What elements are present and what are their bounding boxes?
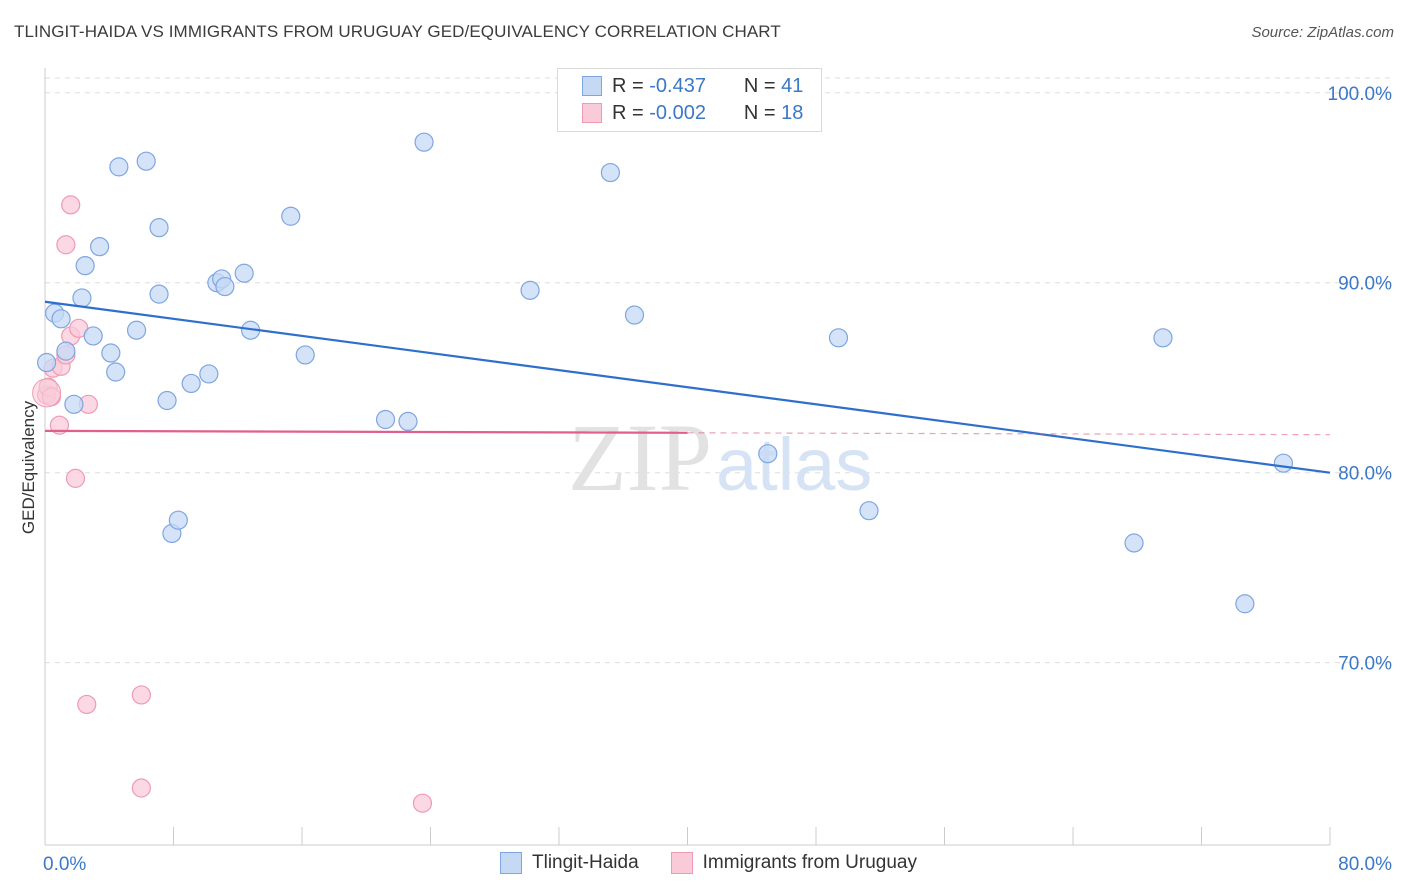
legend-n-value: 41 bbox=[781, 74, 804, 97]
tlingit-point bbox=[37, 352, 57, 373]
uruguay-point bbox=[131, 778, 151, 798]
tlingit-point bbox=[168, 510, 188, 530]
tlingit-point bbox=[234, 263, 254, 283]
series-uruguay-points bbox=[32, 83, 632, 813]
tlingit-point bbox=[1273, 453, 1294, 473]
legend-n-label: N = bbox=[743, 74, 776, 97]
tlingit-point bbox=[520, 280, 540, 300]
y-tick-label: 100.0% bbox=[1328, 84, 1393, 105]
axes bbox=[44, 68, 1331, 846]
legend-swatch-blue bbox=[582, 76, 602, 96]
legend-n-value: 18 bbox=[781, 101, 804, 124]
tlingit-point bbox=[72, 288, 92, 308]
tlingit-point bbox=[281, 206, 301, 226]
tlingit-point bbox=[56, 341, 76, 361]
uruguay-point bbox=[49, 415, 70, 435]
tlingit-point bbox=[215, 276, 235, 297]
tlingit-point bbox=[758, 444, 778, 464]
tlingit-point bbox=[181, 373, 201, 394]
source-label: Source: ZipAtlas.com bbox=[1251, 24, 1394, 41]
uruguay-point bbox=[77, 694, 97, 715]
legend-swatch-pink bbox=[670, 852, 693, 874]
tlingit-point bbox=[106, 362, 126, 382]
tlingit-point bbox=[157, 390, 177, 411]
x-tick-label: 80.0% bbox=[1338, 854, 1392, 875]
legend-label-tlingit: Tlingit-Haida bbox=[532, 852, 639, 873]
y-tick-label: 90.0% bbox=[1338, 274, 1392, 295]
y-tick-label: 80.0% bbox=[1338, 464, 1392, 485]
tlingit-point bbox=[75, 256, 95, 276]
gridlines bbox=[45, 77, 1392, 664]
chart-title: TLINGIT-HAIDA VS IMMIGRANTS FROM URUGUAY… bbox=[14, 22, 781, 41]
uruguay-point bbox=[412, 793, 433, 813]
tlingit-point bbox=[199, 364, 219, 384]
uruguay-point-large bbox=[32, 378, 62, 408]
tlingit-point bbox=[859, 501, 879, 521]
legend-row-tlingit: R = -0.437 N = 41 bbox=[582, 73, 803, 99]
uruguay-point bbox=[65, 468, 86, 488]
tlingit-point bbox=[295, 345, 315, 365]
tlingit-point bbox=[1124, 533, 1144, 553]
tlingit-trend-line bbox=[44, 300, 1331, 474]
legend-r-label: R = bbox=[612, 74, 644, 97]
correlation-legend: R = -0.437 N = 41 R = -0.002 N = 18 bbox=[557, 68, 822, 132]
tlingit-point bbox=[828, 328, 849, 348]
legend-n-label: N = bbox=[743, 101, 776, 124]
watermark: ZIP atlas bbox=[568, 404, 872, 511]
tlingit-point bbox=[136, 151, 156, 171]
tlingit-point bbox=[375, 409, 396, 430]
tlingit-point bbox=[1153, 328, 1173, 348]
tlingit-point bbox=[149, 284, 169, 304]
tlingit-point bbox=[101, 343, 121, 363]
tlingit-point bbox=[64, 394, 84, 414]
tlingit-point bbox=[109, 157, 129, 177]
y-tick-label: 70.0% bbox=[1338, 654, 1392, 675]
legend-r-value: -0.437 bbox=[649, 74, 706, 97]
tlingit-point bbox=[1235, 594, 1255, 614]
watermark-atlas: atlas bbox=[716, 423, 872, 506]
tlingit-point bbox=[149, 218, 169, 238]
uruguay-point bbox=[131, 685, 151, 705]
tlingit-point bbox=[600, 162, 621, 183]
legend-r-label: R = bbox=[612, 101, 644, 124]
uruguay-point bbox=[61, 195, 81, 215]
series-legend: Tlingit-Haida Immigrants from Uruguay bbox=[500, 852, 949, 874]
tlingit-point bbox=[624, 305, 645, 325]
tlingit-point bbox=[90, 237, 110, 257]
uruguay-point bbox=[56, 235, 76, 255]
tlingit-point bbox=[414, 132, 434, 152]
legend-swatch-blue bbox=[500, 852, 522, 874]
uruguay-trend-line-dashed bbox=[687, 432, 1331, 436]
tick-labels: 70.0% 80.0% 90.0% 100.0% 0.0% 80.0% bbox=[43, 84, 1392, 875]
legend-r-value: -0.002 bbox=[649, 101, 706, 124]
tlingit-point bbox=[126, 320, 147, 340]
tlingit-point bbox=[83, 326, 103, 346]
watermark-zip: ZIP bbox=[568, 404, 712, 511]
x-tick-label: 0.0% bbox=[43, 854, 86, 875]
legend-item-tlingit: Tlingit-Haida bbox=[500, 852, 639, 874]
tlingit-point bbox=[51, 309, 71, 329]
uruguay-trend-line bbox=[44, 429, 688, 434]
legend-label-uruguay: Immigrants from Uruguay bbox=[702, 852, 917, 873]
trend-lines bbox=[44, 300, 1331, 474]
legend-swatch-pink bbox=[582, 103, 602, 123]
y-axis-label: GED/Equivalency bbox=[19, 400, 38, 534]
series-tlingit-points bbox=[37, 132, 1294, 614]
tlingit-point bbox=[398, 411, 418, 432]
legend-row-uruguay: R = -0.002 N = 18 bbox=[582, 100, 803, 126]
legend-item-uruguay: Immigrants from Uruguay bbox=[670, 852, 917, 874]
